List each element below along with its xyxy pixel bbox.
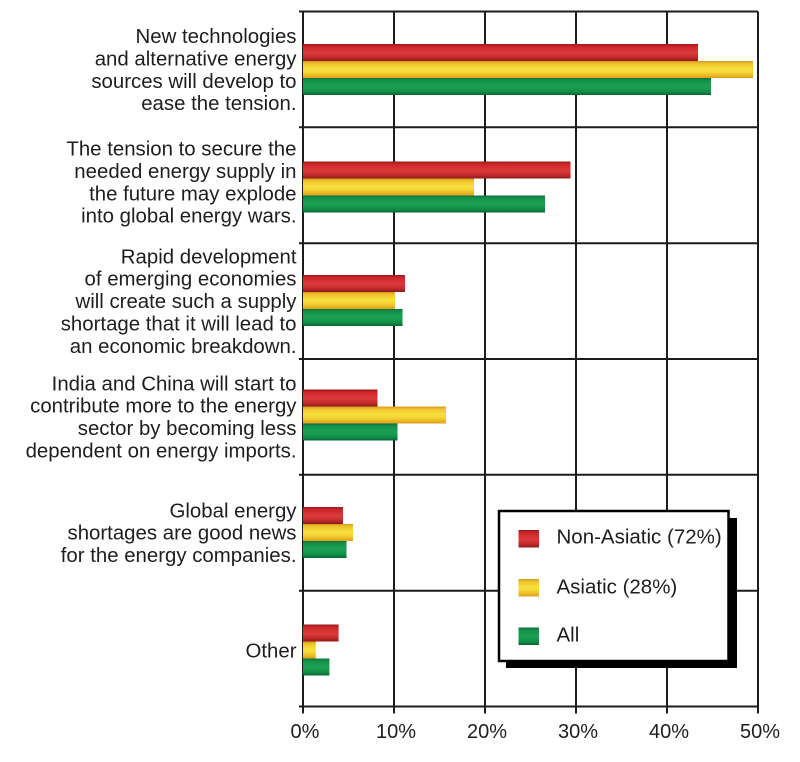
- svg-text:50%: 50%: [740, 721, 780, 743]
- svg-text:dependent on energy imports.: dependent on energy imports.: [26, 441, 297, 463]
- svg-text:sector by becoming less: sector by becoming less: [78, 418, 297, 440]
- svg-text:for the energy companies.: for the energy companies.: [61, 545, 297, 567]
- svg-text:and alternative energy: and alternative energy: [95, 48, 298, 70]
- svg-text:sources will develop to: sources will develop to: [91, 71, 296, 93]
- svg-text:Asiatic (28%): Asiatic (28%): [557, 576, 678, 599]
- svg-text:India and China will start to: India and China will start to: [52, 373, 297, 395]
- svg-text:ease the tension.: ease the tension.: [141, 93, 296, 115]
- svg-text:10%: 10%: [376, 721, 416, 743]
- svg-text:0%: 0%: [291, 721, 320, 743]
- svg-text:an economic breakdown.: an economic breakdown.: [70, 336, 297, 358]
- svg-text:contribute more to the energy: contribute more to the energy: [30, 396, 297, 418]
- svg-text:the future may explode: the future may explode: [89, 183, 296, 205]
- svg-text:shortage that it will lead to: shortage that it will lead to: [61, 314, 297, 336]
- svg-text:The tension to secure the: The tension to secure the: [66, 139, 296, 161]
- svg-text:New technologies: New technologies: [136, 26, 297, 48]
- svg-text:needed energy supply in: needed energy supply in: [74, 161, 296, 183]
- svg-text:Other: Other: [246, 641, 297, 663]
- svg-text:20%: 20%: [467, 721, 507, 743]
- svg-text:into global energy wars.: into global energy wars.: [81, 206, 296, 228]
- svg-text:All: All: [557, 624, 580, 647]
- svg-text:30%: 30%: [558, 721, 598, 743]
- svg-text:Rapid development: Rapid development: [121, 246, 297, 268]
- svg-text:of emerging economies: of emerging economies: [85, 269, 297, 291]
- svg-text:Non-Asiatic (72%): Non-Asiatic (72%): [557, 526, 722, 549]
- svg-text:will create such a supply: will create such a supply: [74, 291, 297, 313]
- svg-text:shortages are good news: shortages are good news: [68, 523, 297, 545]
- svg-text:40%: 40%: [649, 721, 689, 743]
- svg-text:Global energy: Global energy: [170, 500, 298, 522]
